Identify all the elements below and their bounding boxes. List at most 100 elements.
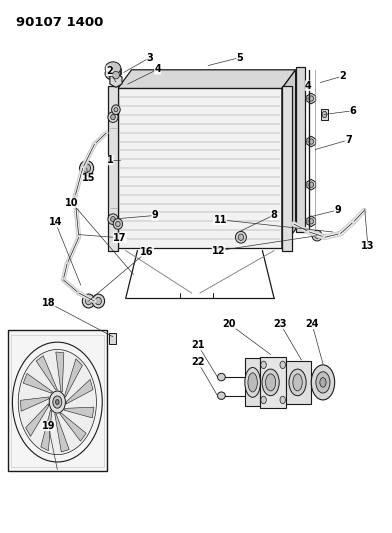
Ellipse shape — [108, 69, 118, 78]
Polygon shape — [118, 88, 282, 248]
Text: 21: 21 — [191, 340, 205, 350]
Ellipse shape — [312, 230, 322, 241]
Ellipse shape — [309, 182, 314, 187]
Ellipse shape — [320, 377, 326, 387]
Text: 22: 22 — [191, 357, 205, 367]
Ellipse shape — [289, 369, 306, 395]
Ellipse shape — [315, 233, 319, 238]
Ellipse shape — [92, 294, 105, 308]
Ellipse shape — [85, 297, 92, 305]
Ellipse shape — [105, 62, 121, 75]
Text: 11: 11 — [214, 215, 227, 225]
Ellipse shape — [309, 219, 314, 224]
Text: 19: 19 — [42, 421, 55, 431]
Polygon shape — [307, 179, 316, 190]
Polygon shape — [118, 70, 296, 88]
Ellipse shape — [105, 67, 121, 80]
Polygon shape — [307, 93, 316, 104]
Polygon shape — [25, 403, 49, 437]
Text: 4: 4 — [305, 81, 312, 91]
Polygon shape — [36, 356, 57, 390]
Polygon shape — [245, 359, 260, 406]
Ellipse shape — [113, 219, 123, 229]
Ellipse shape — [114, 108, 118, 112]
Polygon shape — [282, 70, 296, 248]
Text: 14: 14 — [49, 217, 62, 228]
Text: 9: 9 — [334, 205, 341, 215]
Polygon shape — [41, 410, 52, 451]
Text: 2: 2 — [339, 71, 346, 81]
Polygon shape — [286, 361, 311, 403]
Polygon shape — [55, 414, 69, 452]
Ellipse shape — [80, 161, 94, 175]
Text: 6: 6 — [350, 106, 356, 116]
Text: 20: 20 — [222, 319, 236, 329]
Ellipse shape — [316, 372, 330, 393]
Polygon shape — [64, 407, 94, 418]
Ellipse shape — [322, 111, 327, 118]
Ellipse shape — [262, 369, 279, 395]
Polygon shape — [66, 379, 93, 404]
Ellipse shape — [309, 96, 314, 101]
Text: 7: 7 — [345, 135, 352, 145]
Text: 15: 15 — [82, 173, 95, 183]
Polygon shape — [110, 74, 122, 87]
Text: 12: 12 — [212, 246, 225, 255]
Polygon shape — [8, 330, 107, 471]
Ellipse shape — [309, 139, 314, 144]
Text: 90107 1400: 90107 1400 — [16, 15, 104, 29]
Polygon shape — [23, 374, 53, 393]
Polygon shape — [108, 86, 118, 251]
Text: 24: 24 — [305, 319, 319, 329]
Polygon shape — [65, 359, 82, 397]
Polygon shape — [307, 216, 316, 227]
Ellipse shape — [261, 396, 266, 403]
Ellipse shape — [248, 373, 257, 392]
Ellipse shape — [280, 361, 285, 368]
Ellipse shape — [238, 234, 244, 240]
Text: 10: 10 — [65, 198, 78, 208]
Ellipse shape — [111, 216, 115, 222]
Polygon shape — [60, 413, 86, 441]
Ellipse shape — [111, 115, 115, 120]
Polygon shape — [296, 67, 305, 232]
Text: 8: 8 — [271, 210, 278, 220]
Text: 9: 9 — [152, 211, 158, 221]
Ellipse shape — [218, 392, 225, 399]
Ellipse shape — [311, 365, 335, 400]
Polygon shape — [307, 136, 316, 147]
Ellipse shape — [108, 112, 118, 123]
Text: 23: 23 — [274, 319, 287, 329]
Ellipse shape — [112, 105, 120, 115]
Text: 17: 17 — [113, 233, 127, 243]
Ellipse shape — [236, 231, 247, 243]
Polygon shape — [260, 357, 286, 408]
Text: 4: 4 — [154, 64, 161, 74]
Ellipse shape — [53, 396, 62, 408]
Text: 2: 2 — [106, 66, 113, 76]
Ellipse shape — [83, 164, 91, 172]
Text: 16: 16 — [140, 247, 154, 256]
Text: 1: 1 — [107, 155, 113, 165]
Text: 5: 5 — [236, 53, 243, 62]
Bar — [321, 109, 328, 120]
Polygon shape — [20, 397, 49, 411]
Ellipse shape — [18, 350, 96, 455]
Ellipse shape — [280, 396, 285, 403]
Ellipse shape — [113, 71, 120, 79]
Ellipse shape — [116, 221, 120, 227]
Ellipse shape — [56, 400, 59, 405]
Text: 18: 18 — [42, 297, 55, 308]
Ellipse shape — [293, 374, 302, 391]
Ellipse shape — [245, 368, 260, 397]
Ellipse shape — [218, 373, 225, 381]
Text: 13: 13 — [361, 241, 375, 251]
Ellipse shape — [49, 391, 65, 413]
Ellipse shape — [108, 214, 118, 224]
Ellipse shape — [95, 297, 102, 305]
Ellipse shape — [265, 374, 276, 391]
Bar — [109, 333, 116, 344]
Polygon shape — [56, 352, 64, 392]
Polygon shape — [282, 86, 292, 251]
Text: 3: 3 — [147, 53, 153, 62]
